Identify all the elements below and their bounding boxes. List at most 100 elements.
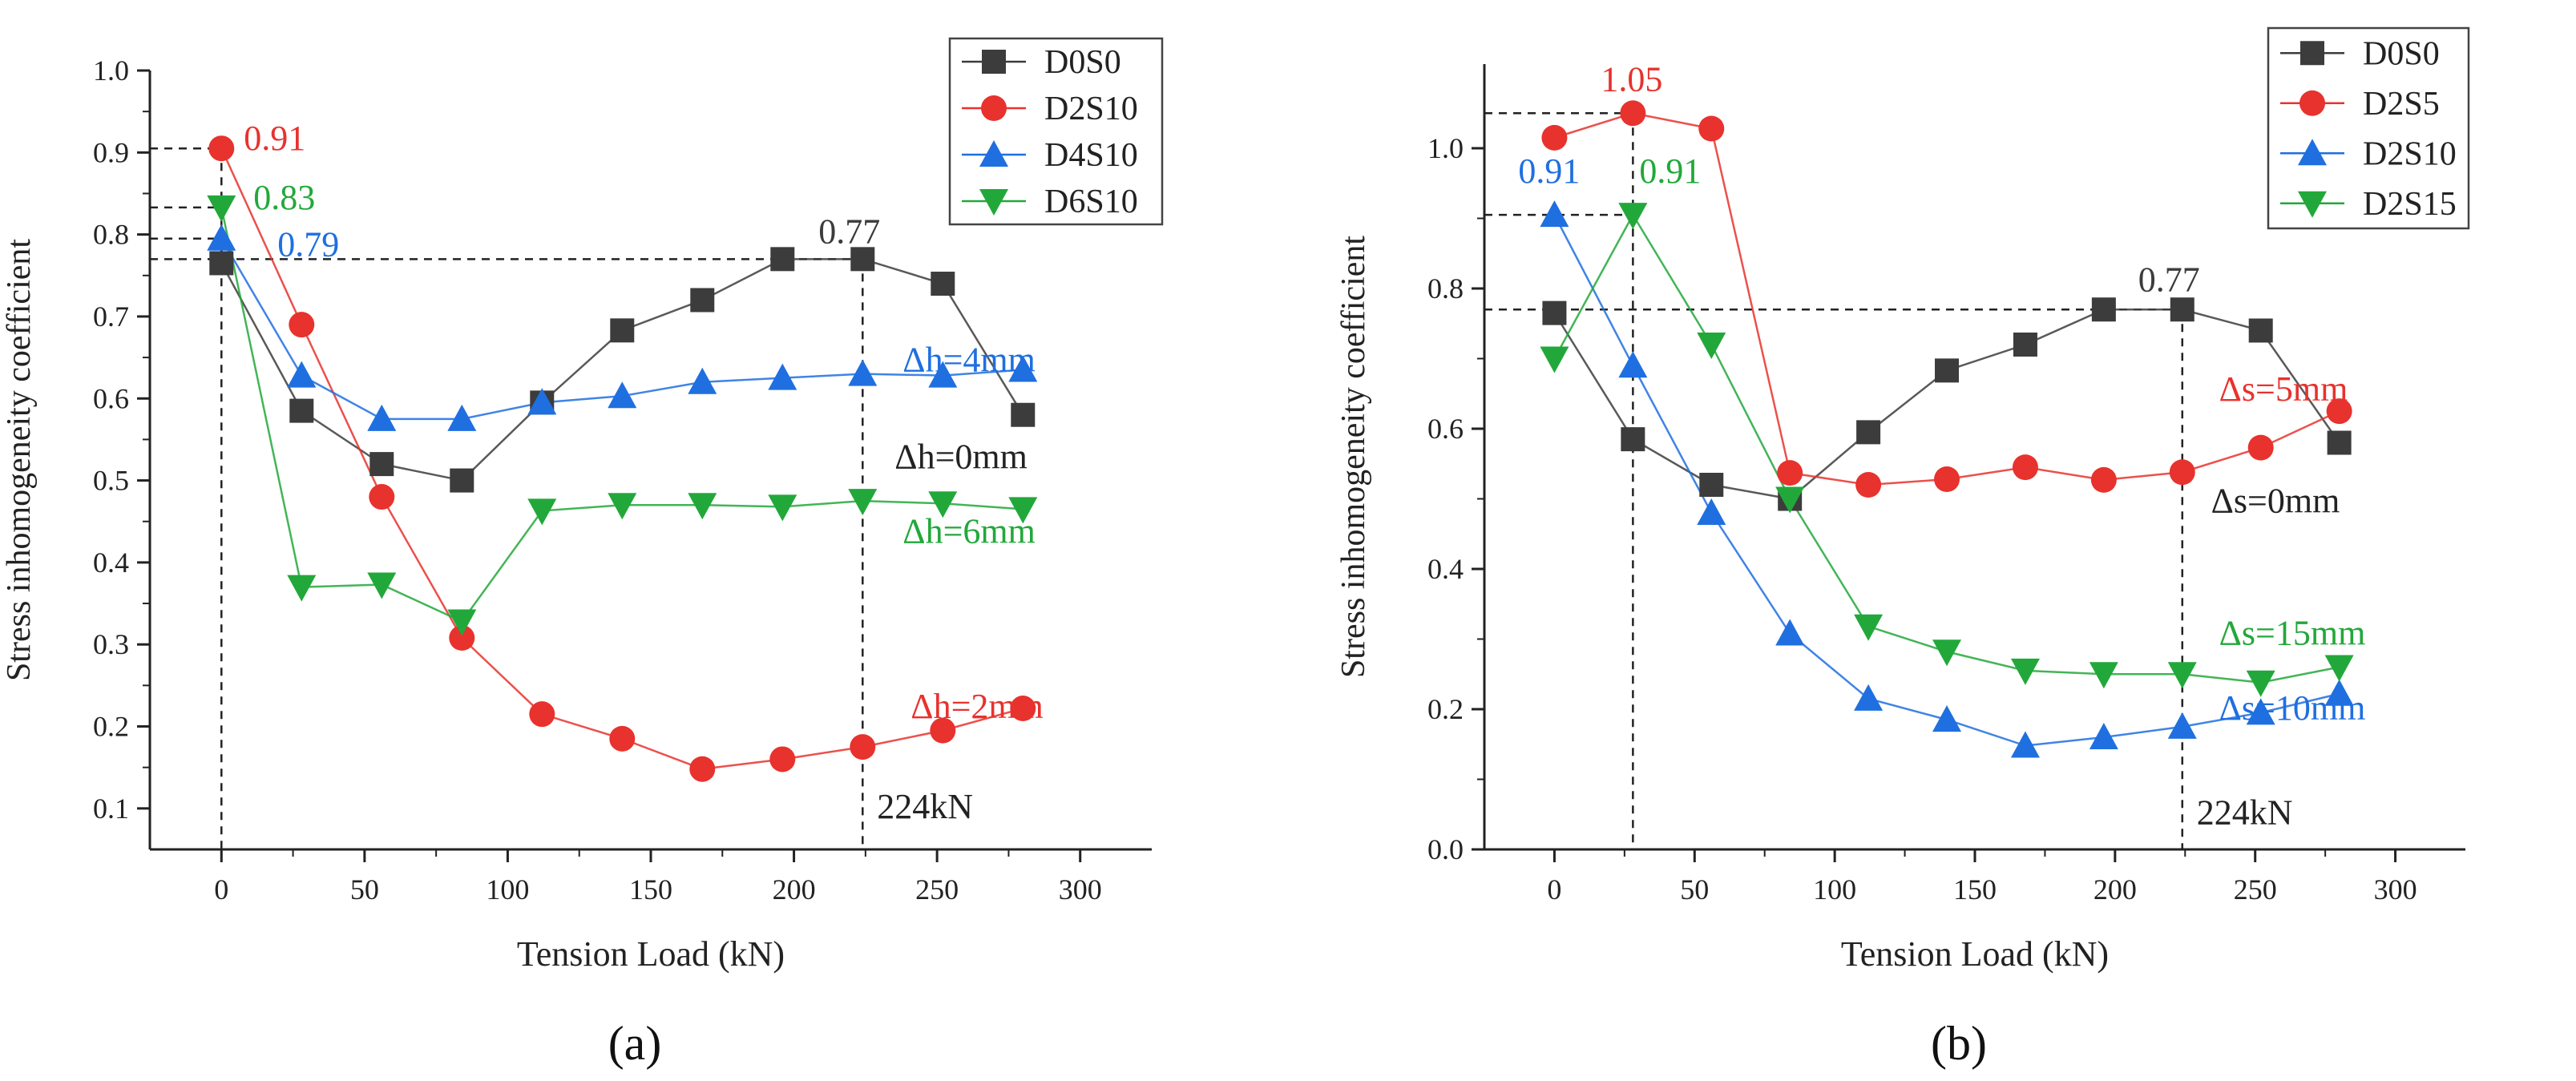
annotation-label: 224kN: [2197, 793, 2293, 832]
panel-label: (a): [608, 1017, 662, 1070]
data-point-D0S0: [850, 247, 875, 272]
data-point-D2S10: [529, 701, 555, 728]
data-point-D0S0: [450, 468, 474, 493]
x-tick-label: 0: [1547, 873, 1561, 906]
y-tick-label: 0.1: [93, 793, 129, 825]
annotation-label: 0.91: [1518, 151, 1580, 191]
data-point-D2S15: [1854, 614, 1884, 641]
annotation-label: 0.83: [253, 178, 315, 217]
data-point-D0S0: [2170, 297, 2194, 322]
y-tick-label: 0.5: [93, 465, 129, 497]
data-point-D4S10: [608, 381, 637, 409]
x-tick-label: 0: [214, 873, 228, 906]
legend-swatch-marker: [2300, 41, 2324, 66]
legend-swatch-marker: [2298, 191, 2327, 218]
data-point-D6S10: [1008, 497, 1038, 524]
legend-swatch-marker: [982, 50, 1006, 74]
legend-label: D2S15: [2363, 186, 2457, 223]
annotation-label: 0.77: [818, 212, 880, 251]
data-point-D2S15: [2167, 662, 2197, 689]
data-point-D0S0: [2091, 297, 2116, 322]
data-point-D2S5: [2012, 454, 2038, 481]
y-axis-title: Stress inhomogeneity coefficient: [1335, 236, 1372, 678]
x-tick-label: 250: [915, 873, 959, 906]
data-point-D2S10: [1854, 684, 1884, 711]
data-point-D4S10: [768, 363, 797, 390]
annotation-label: 224kN: [877, 787, 973, 826]
y-tick-label: 0.6: [93, 382, 129, 414]
legend-label: D2S5: [2363, 86, 2440, 123]
data-point-D2S10: [369, 484, 395, 510]
data-point-D0S0: [289, 398, 314, 423]
y-tick-label: 0.4: [1427, 553, 1464, 585]
y-axis-title: Stress inhomogeneity coefficient: [1, 239, 38, 681]
data-point-D2S10: [289, 312, 315, 338]
data-point-D4S10: [367, 404, 397, 431]
data-point-D2S10: [1010, 696, 1036, 722]
data-point-D2S15: [1775, 486, 1805, 514]
data-point-D2S5: [1541, 124, 1568, 151]
data-point-D2S15: [2089, 662, 2118, 689]
data-point-D0S0: [209, 251, 234, 276]
annotation-label: Δs=5mm: [2219, 369, 2348, 409]
annotation-label: Δs=0mm: [2211, 482, 2340, 521]
legend: D0S0 D2S5 D2S10 D2S15: [2267, 26, 2470, 230]
data-point-D2S10: [850, 734, 876, 760]
data-point-D4S10: [688, 367, 717, 394]
data-point-D6S10: [367, 572, 397, 599]
data-point-D2S10: [1932, 705, 1962, 732]
data-point-D2S5: [2326, 398, 2352, 425]
series-line-D2S15: [1553, 212, 2340, 684]
legend-swatch-marker: [979, 189, 1008, 216]
data-point-D2S5: [2247, 434, 2274, 461]
legend-label: D0S0: [2363, 35, 2440, 72]
annotation-label: Δh=4mm: [902, 340, 1036, 379]
data-point-D0S0: [1935, 358, 1960, 383]
data-point-D2S5: [1777, 460, 1803, 486]
data-point-D2S10: [1618, 351, 1648, 378]
legend-label: D0S0: [1044, 44, 1121, 81]
data-point-D0S0: [369, 452, 394, 477]
data-point-D2S10: [208, 135, 235, 162]
data-point-D4S10: [527, 388, 557, 415]
legend-label: D2S10: [2363, 135, 2457, 172]
data-point-D0S0: [1699, 473, 1724, 497]
data-point-D6S10: [527, 498, 557, 526]
data-point-D2S5: [2169, 459, 2195, 486]
y-tick-label: 0.2: [1427, 693, 1464, 725]
x-tick-label: 300: [2374, 873, 2417, 906]
data-point-D6S10: [447, 609, 477, 636]
legend-swatch-marker: [981, 95, 1007, 121]
annotation-label: 0.77: [2138, 260, 2200, 299]
data-point-D6S10: [688, 493, 717, 520]
data-point-D4S10: [207, 224, 236, 251]
data-point-D2S10: [609, 725, 636, 752]
data-point-D0S0: [690, 288, 715, 313]
x-tick-label: 100: [486, 873, 529, 906]
x-tick-label: 200: [773, 873, 816, 906]
data-point-D0S0: [1856, 420, 1881, 445]
y-tick-label: 0.7: [93, 301, 129, 333]
data-point-D2S10: [2089, 723, 2118, 749]
data-point-D6S10: [207, 195, 236, 222]
data-point-D4S10: [928, 361, 958, 388]
legend-swatch-marker: [979, 140, 1008, 167]
data-point-D4S10: [848, 359, 878, 386]
data-point-D6S10: [928, 491, 958, 518]
data-point-D6S10: [848, 489, 878, 516]
x-tick-label: 50: [350, 873, 379, 906]
legend: D0S0 D2S10 D4S10 D6S10: [948, 37, 1164, 226]
data-point-D4S10: [1008, 355, 1038, 382]
legend-label: D6S10: [1044, 184, 1138, 220]
data-point-D2S10: [2324, 679, 2354, 706]
x-axis-title: Tension Load (kN): [1841, 934, 2109, 974]
annotation-label: 0.79: [277, 225, 339, 264]
annotation-label: 0.91: [1639, 151, 1701, 191]
y-tick-label: 0.2: [93, 711, 129, 743]
annotation-label: Δh=0mm: [894, 438, 1028, 477]
y-tick-label: 0.9: [93, 136, 129, 168]
data-point-D6S10: [287, 575, 317, 602]
data-point-D2S10: [2167, 712, 2197, 739]
x-axis-title: Tension Load (kN): [517, 934, 785, 974]
y-tick-label: 1.0: [93, 54, 129, 87]
